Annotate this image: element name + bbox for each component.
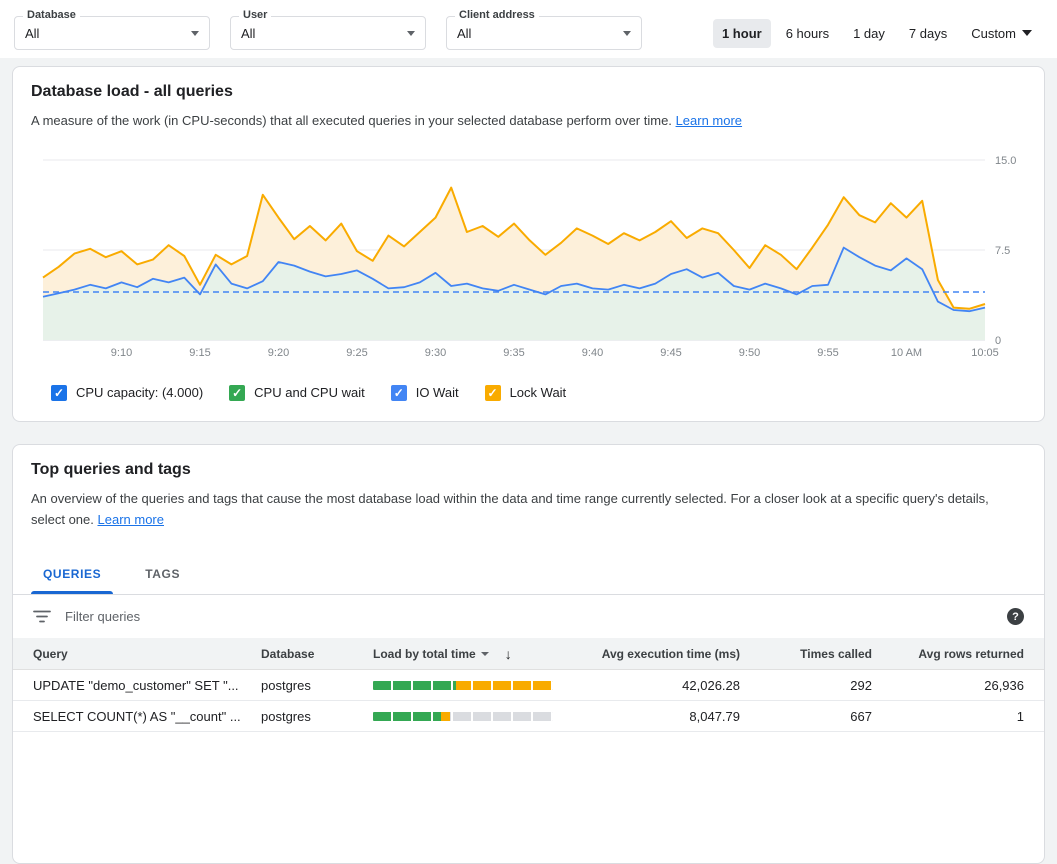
load-by-total-time-bar — [373, 680, 553, 690]
queries-card-description-text: An overview of the queries and tags that… — [31, 490, 989, 527]
x-axis-labels: 9:10 9:15 9:20 9:25 9:30 9:35 9:40 9:45 9:50 9:55… — [111, 347, 999, 359]
svg-text:15.0: 15.0 — [995, 155, 1016, 167]
query-text: SELECT COUNT(*) AS "__count" ... — [33, 708, 241, 724]
legend-item-cpu-capacity[interactable]: CPU capacity: (4.000) — [51, 384, 203, 401]
total-load-line — [42, 186, 986, 310]
database-filter-select[interactable]: Database All — [14, 9, 210, 50]
svg-text:10:05: 10:05 — [971, 347, 999, 359]
checkbox-checked-icon[interactable] — [229, 384, 246, 401]
queries-card-description: An overview of the queries and tags that… — [31, 489, 1026, 531]
svg-text:9:10: 9:10 — [111, 347, 132, 359]
query-database: postgres — [261, 708, 311, 724]
user-filter-value: All — [241, 25, 256, 41]
user-filter-label: User — [239, 9, 272, 21]
svg-text:9:20: 9:20 — [268, 347, 289, 359]
svg-text:9:35: 9:35 — [503, 347, 524, 359]
time-range-1-hour-button[interactable]: 1 hour — [712, 18, 771, 48]
avg-execution-time-value: 42,026.28 — [682, 677, 740, 693]
table-header: Query Database Load by total time Avg ex… — [13, 638, 1044, 671]
svg-text:9:25: 9:25 — [346, 347, 367, 359]
query-row[interactable]: UPDATE "demo_customer" SET "... postgres… — [13, 670, 1044, 702]
dropdown-arrow-icon — [1022, 30, 1032, 36]
database-load-card: Database load - all queries A measure of… — [12, 66, 1045, 422]
tab-bar: QUERIES TAGS — [13, 552, 1044, 596]
checkbox-checked-icon[interactable] — [51, 384, 67, 401]
column-menu-caret-icon — [480, 651, 489, 656]
time-range-6-hours-button[interactable]: 6 hours — [777, 19, 838, 48]
svg-text:9:55: 9:55 — [817, 347, 838, 359]
times-called-value: 667 — [850, 708, 872, 724]
database-filter-label: Database — [23, 9, 80, 21]
column-load-by-total-time[interactable]: Load by total time — [373, 646, 585, 662]
database-filter-value: All — [25, 25, 40, 41]
help-icon[interactable] — [1007, 608, 1024, 626]
legend-item-io-wait[interactable]: IO Wait — [390, 384, 459, 401]
chart-legend: CPU capacity: (4.000) CPU and CPU wait I… — [51, 384, 1026, 401]
column-query[interactable]: Query — [33, 646, 68, 661]
filter-queries-input[interactable] — [65, 609, 993, 625]
query-text: UPDATE "demo_customer" SET "... — [33, 677, 239, 693]
svg-text:10 AM: 10 AM — [891, 347, 922, 359]
column-avg-rows-returned[interactable]: Avg rows returned — [918, 646, 1024, 661]
svg-text:9:30: 9:30 — [425, 347, 446, 359]
top-queries-card: Top queries and tags An overview of the … — [12, 443, 1045, 864]
query-row[interactable]: SELECT COUNT(*) AS "__count" ... postgre… — [13, 701, 1044, 733]
load-learn-more-link[interactable]: Learn more — [675, 113, 743, 128]
checkbox-checked-icon[interactable] — [390, 384, 407, 401]
svg-text:7.5: 7.5 — [995, 245, 1010, 257]
svg-text:9:15: 9:15 — [189, 347, 210, 359]
svg-text:9:45: 9:45 — [660, 347, 681, 359]
filter-icon — [33, 610, 51, 623]
load-card-title: Database load - all queries — [31, 83, 233, 100]
time-range-1-day-button[interactable]: 1 day — [844, 19, 894, 48]
dropdown-arrow-icon — [623, 30, 631, 36]
load-chart-svg: 0 7.5 15.0 9:10 9:15 9:20 9:25 9:30 9:35 9:40 9:4… — [42, 155, 1016, 359]
checkbox-checked-icon[interactable] — [484, 384, 501, 401]
time-range-7-days-button[interactable]: 7 days — [900, 19, 956, 48]
legend-item-cpu-and-cpu-wait[interactable]: CPU and CPU wait — [229, 384, 365, 401]
user-filter-select[interactable]: User All — [230, 9, 426, 50]
column-avg-execution-time[interactable]: Avg execution time (ms) — [601, 646, 740, 661]
avg-rows-returned-value: 26,936 — [984, 677, 1024, 693]
load-card-description: A measure of the work (in CPU-seconds) t… — [31, 111, 1026, 132]
svg-text:9:50: 9:50 — [739, 347, 760, 359]
sort-descending-icon — [505, 646, 512, 662]
tab-tags[interactable]: TAGS — [145, 567, 181, 582]
time-range-custom-button[interactable]: Custom — [962, 19, 1041, 48]
query-filter-row — [13, 595, 1044, 638]
column-times-called[interactable]: Times called — [800, 646, 872, 661]
dropdown-arrow-icon — [407, 30, 415, 36]
queries-learn-more-link[interactable]: Learn more — [97, 511, 164, 527]
svg-text:0: 0 — [995, 335, 1001, 347]
database-load-chart[interactable]: 0 7.5 15.0 9:10 9:15 9:20 9:25 9:30 9:35 9:40 9:4… — [39, 150, 1026, 369]
legend-item-lock-wait[interactable]: Lock Wait — [484, 384, 566, 401]
client-address-filter-label: Client address — [455, 9, 539, 21]
client-address-filter-value: All — [457, 25, 472, 41]
avg-execution-time-value: 8,047.79 — [689, 708, 740, 724]
column-load-label: Load by total time — [373, 646, 476, 661]
load-card-description-text: A measure of the work (in CPU-seconds) t… — [31, 113, 672, 128]
svg-text:9:40: 9:40 — [582, 347, 603, 359]
column-database[interactable]: Database — [261, 646, 315, 661]
query-database: postgres — [261, 677, 311, 693]
custom-range-label: Custom — [971, 25, 1016, 41]
times-called-value: 292 — [850, 677, 872, 693]
io-wait-line — [42, 246, 986, 312]
time-range-selector: 1 hour 6 hours 1 day 7 days Custom — [712, 18, 1041, 48]
queries-card-title: Top queries and tags — [31, 460, 191, 478]
client-address-filter-select[interactable]: Client address All — [446, 9, 642, 50]
tab-queries[interactable]: QUERIES — [21, 552, 123, 595]
avg-rows-returned-value: 1 — [1016, 708, 1024, 724]
filter-bar: Database All User All Client address All… — [0, 0, 1057, 58]
cpu-io-area — [43, 247, 985, 340]
dropdown-arrow-icon — [191, 30, 199, 36]
y-axis-labels: 0 7.5 15.0 — [995, 155, 1016, 347]
load-by-total-time-bar — [373, 711, 553, 721]
